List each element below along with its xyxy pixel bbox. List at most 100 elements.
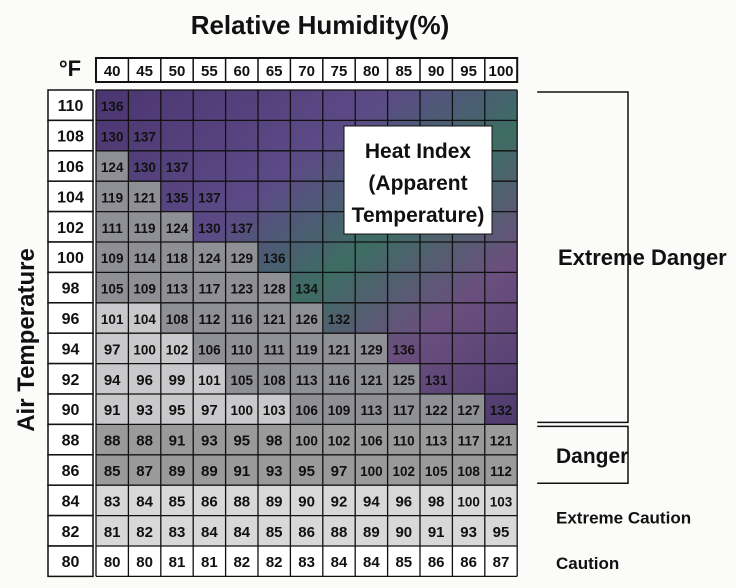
temperature-label-98: 98 [62,281,80,298]
cell-shade [160,242,194,273]
cell-shade [193,272,226,303]
heat-index-value: 132 [490,403,513,418]
cell-shade [290,333,323,364]
cell-shade [96,333,129,364]
heat-index-value: 113 [425,434,447,449]
temperature-cell [47,119,94,152]
cell-shade [128,302,161,334]
temperature-label-90: 90 [62,402,80,419]
heat-index-value: 96 [395,493,412,510]
heat-index-value: 135 [166,190,189,205]
heat-index-value: 84 [331,554,348,571]
heat-index-value: 123 [231,282,254,297]
cell-shade [225,302,258,334]
heat-index-value: 95 [169,402,186,419]
heat-index-value: 136 [263,251,286,266]
y-axis-label: Air Temperature [13,248,40,432]
heat-index-value: 80 [104,554,121,571]
heat-index-value: 121 [360,373,383,388]
cell-shade [322,333,356,364]
temperature-cell [47,454,94,486]
heat-index-value: 85 [266,524,283,541]
heat-index-value: 116 [231,312,253,327]
heat-index-value: 99 [169,372,186,389]
heat-index-value: 131 [425,373,448,388]
cell-shade [193,394,226,425]
shade-band [96,546,518,577]
heat-index-value: 124 [198,251,221,266]
heat-index-value: 88 [104,433,121,450]
heat-index-value: 82 [233,554,250,571]
heat-index-value: 88 [331,524,348,541]
cell-shade [96,363,129,394]
category-bracket [537,91,629,424]
cell-shade [290,394,323,425]
heat-index-value: 95 [233,433,250,450]
heat-index-value: 85 [169,493,186,510]
temperature-cell [47,423,94,456]
cell-shade [258,363,291,394]
cell-shade [128,242,161,273]
cell-shade [355,363,388,394]
cell-shade [96,242,129,273]
heat-index-value: 89 [169,463,186,480]
heat-index-value: 119 [101,190,123,205]
heat-index-value: 136 [393,342,416,357]
heat-index-value: 113 [296,373,318,388]
heat-index-value: 121 [490,434,513,449]
heat-index-value: 105 [425,464,448,479]
cell-shade [160,394,194,425]
heat-index-value: 105 [101,282,124,297]
heat-index-value: 110 [231,342,253,357]
heat-index-value: 128 [263,282,286,297]
heat-index-value: 84 [201,524,218,541]
cell-shade [225,242,258,273]
temperature-cell [47,545,94,578]
heat-index-value: 132 [328,312,351,327]
heat-index-value: 84 [233,524,250,541]
heat-index-value: 84 [136,493,153,510]
humidity-header-80: 80 [363,63,380,80]
humidity-header-100: 100 [488,63,513,80]
heat-index-value: 89 [363,524,380,541]
heat-index-value: 130 [133,160,156,175]
heat-index-value: 134 [295,282,318,297]
heat-index-value: 137 [231,221,254,236]
heat-index-value: 102 [393,464,416,479]
heat-index-value: 137 [133,130,156,145]
humidity-header-75: 75 [331,63,348,80]
cell-shade [322,394,356,425]
temperature-label-80: 80 [62,554,80,571]
cell-shade [387,363,420,394]
heat-index-value: 82 [136,524,153,541]
heat-index-value: 118 [166,251,188,266]
humidity-header-95: 95 [460,63,477,80]
heat-index-value: 95 [493,524,510,541]
heat-index-value: 93 [136,402,153,419]
heat-index-value: 84 [363,554,380,571]
heat-index-value: 125 [393,373,416,388]
cell-shade [193,363,226,394]
heat-index-value: 93 [201,433,218,450]
heat-index-value: 113 [361,403,383,418]
heat-index-value: 110 [393,434,415,449]
heat-index-value: 95 [298,463,315,480]
heat-index-value: 91 [169,433,186,450]
heat-index-value: 94 [104,372,121,389]
heat-index-value: 83 [298,554,315,571]
callout-line-2: (Apparent [368,172,467,195]
temperature-label-100: 100 [57,250,84,267]
cell-shade [160,333,194,364]
heat-index-value: 91 [233,463,250,480]
heat-index-value: 98 [428,493,445,510]
heat-index-value: 113 [166,282,188,297]
heat-index-value: 108 [166,312,189,327]
heat-index-value: 129 [360,342,383,357]
heat-index-value: 106 [198,342,221,357]
heat-index-value: 86 [201,493,218,510]
heat-index-value: 117 [393,403,415,418]
cell-shade [225,333,258,364]
category-label: Extreme Danger [558,245,727,270]
heat-index-value: 109 [133,282,156,297]
heat-index-value: 127 [457,403,480,418]
